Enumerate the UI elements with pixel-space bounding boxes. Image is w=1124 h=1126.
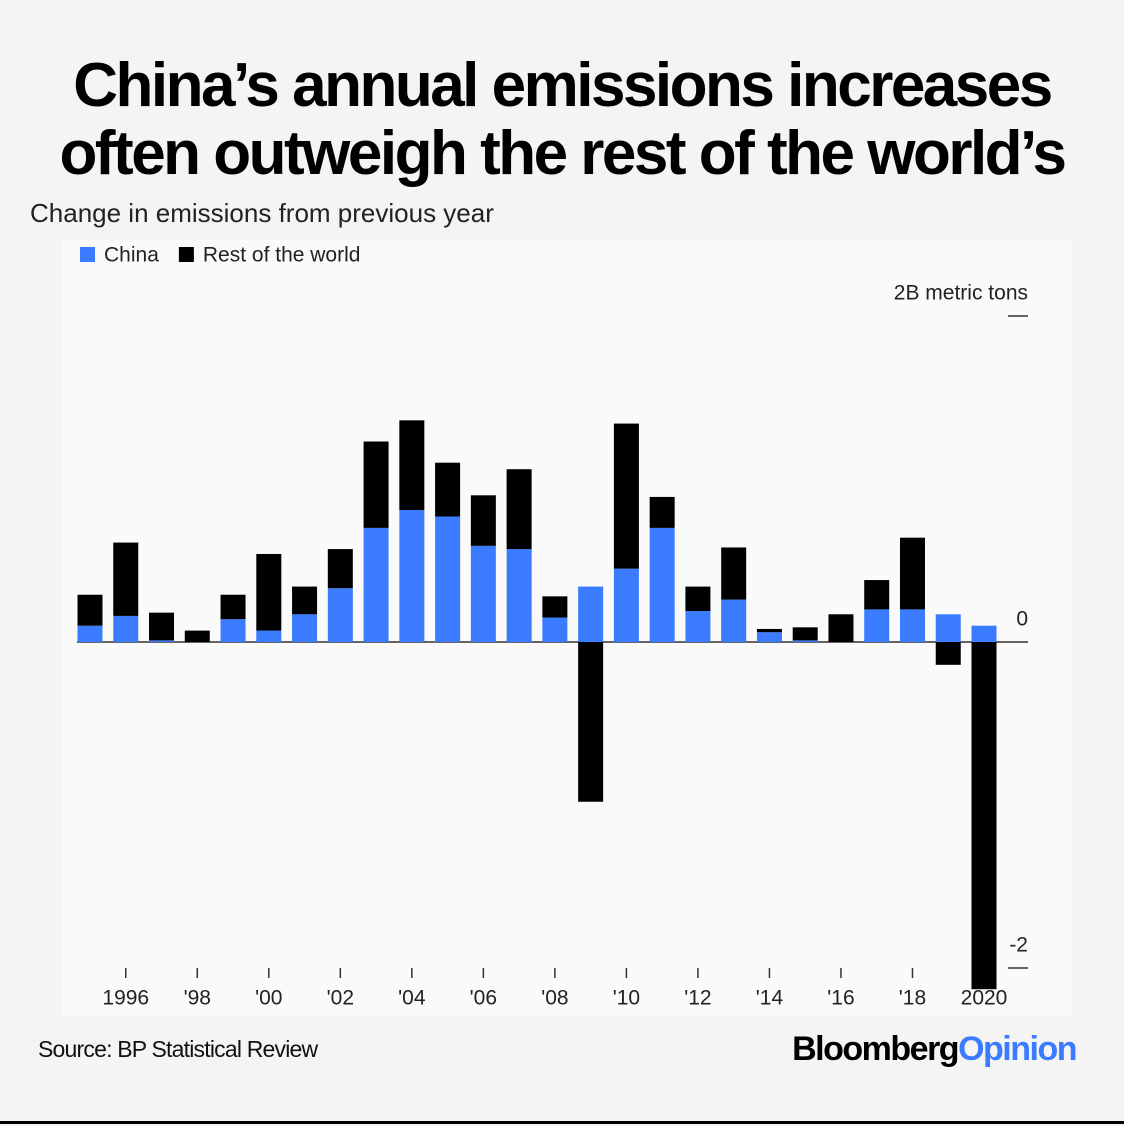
bar-segment xyxy=(113,615,139,642)
bar-segment xyxy=(721,599,747,642)
bar-segment xyxy=(77,594,103,626)
bar-segment xyxy=(578,586,604,642)
bar-segment xyxy=(542,596,568,618)
x-tick-label: 1996 xyxy=(102,987,149,1010)
bar-segment xyxy=(506,549,532,642)
legend-swatch xyxy=(80,247,95,262)
x-tick-label: '12 xyxy=(684,987,711,1010)
bar-segment xyxy=(935,614,961,642)
legend-label: China xyxy=(104,244,159,267)
bar-segment xyxy=(292,614,318,642)
legend-label: Rest of the world xyxy=(203,244,361,267)
x-tick-label: '10 xyxy=(613,987,640,1010)
bar-segment xyxy=(363,527,389,642)
bar-segment xyxy=(435,516,461,642)
bar-segment xyxy=(184,630,210,642)
chart-subtitle: Change in emissions from previous year xyxy=(30,198,494,228)
legend-swatch xyxy=(178,247,194,262)
bar-segment xyxy=(256,553,282,631)
y-tick-label: -2 xyxy=(1009,934,1028,957)
bar-segment xyxy=(578,642,604,802)
brand-name: Bloomberg xyxy=(792,1030,959,1068)
bar-segment xyxy=(971,642,997,990)
bar-segment xyxy=(899,537,925,610)
bar-segment xyxy=(613,423,639,569)
brand-accent: Opinion xyxy=(958,1030,1077,1068)
bar-segment xyxy=(292,586,318,615)
x-tick-label: '04 xyxy=(398,987,426,1010)
bar-segment xyxy=(113,542,139,616)
bar-segment xyxy=(399,509,425,642)
x-tick-label: '00 xyxy=(255,987,282,1010)
bar-segment xyxy=(685,611,711,642)
bar-segment xyxy=(327,549,353,589)
chart-title: China’s annual emissions increases often… xyxy=(59,51,1067,188)
source: Source: BP Statistical Review xyxy=(38,1036,318,1062)
bar-segment xyxy=(864,580,890,610)
bar-segment xyxy=(828,614,854,642)
x-tick-label: '06 xyxy=(470,987,497,1010)
bar-segment xyxy=(399,420,425,510)
x-tick-label: '18 xyxy=(899,987,926,1010)
bar-segment xyxy=(899,609,925,642)
bar-segment xyxy=(971,625,997,642)
bar-segment xyxy=(77,625,103,642)
x-tick-label: '08 xyxy=(541,987,568,1010)
bar-segment xyxy=(864,609,890,642)
bar-segment xyxy=(149,612,175,641)
bar-segment xyxy=(542,617,568,642)
x-tick-label: '16 xyxy=(827,987,854,1010)
bar-segment xyxy=(792,640,818,642)
bar-segment xyxy=(721,547,747,600)
bar-segment xyxy=(685,586,711,612)
y-tick-label: 2B metric tons xyxy=(894,282,1028,305)
bar-segment xyxy=(756,632,782,642)
bar-segment xyxy=(470,495,496,546)
x-tick-label: 2020 xyxy=(961,987,1008,1010)
brand: BloombergOpinion xyxy=(792,1030,1077,1069)
bar-segment xyxy=(756,628,782,633)
bar-segment xyxy=(435,462,461,517)
bar-segment xyxy=(506,469,532,550)
bar-segment xyxy=(363,441,389,528)
bar-segment xyxy=(792,627,818,641)
bar-segment xyxy=(327,588,353,642)
bar-segment xyxy=(220,594,246,620)
x-tick-label: '98 xyxy=(184,987,211,1010)
bar-segment xyxy=(470,545,496,642)
bar-segment xyxy=(649,496,675,528)
x-tick-label: '14 xyxy=(756,987,784,1010)
bar-segment xyxy=(935,642,961,665)
bar-segment xyxy=(649,527,675,642)
bar-segment xyxy=(613,568,639,642)
divider xyxy=(0,1121,1124,1124)
bar-segment xyxy=(256,630,282,642)
bar-segment xyxy=(149,640,175,642)
bar-segment xyxy=(220,619,246,642)
x-tick-label: '02 xyxy=(327,987,354,1010)
y-tick-label: 0 xyxy=(1016,608,1028,631)
